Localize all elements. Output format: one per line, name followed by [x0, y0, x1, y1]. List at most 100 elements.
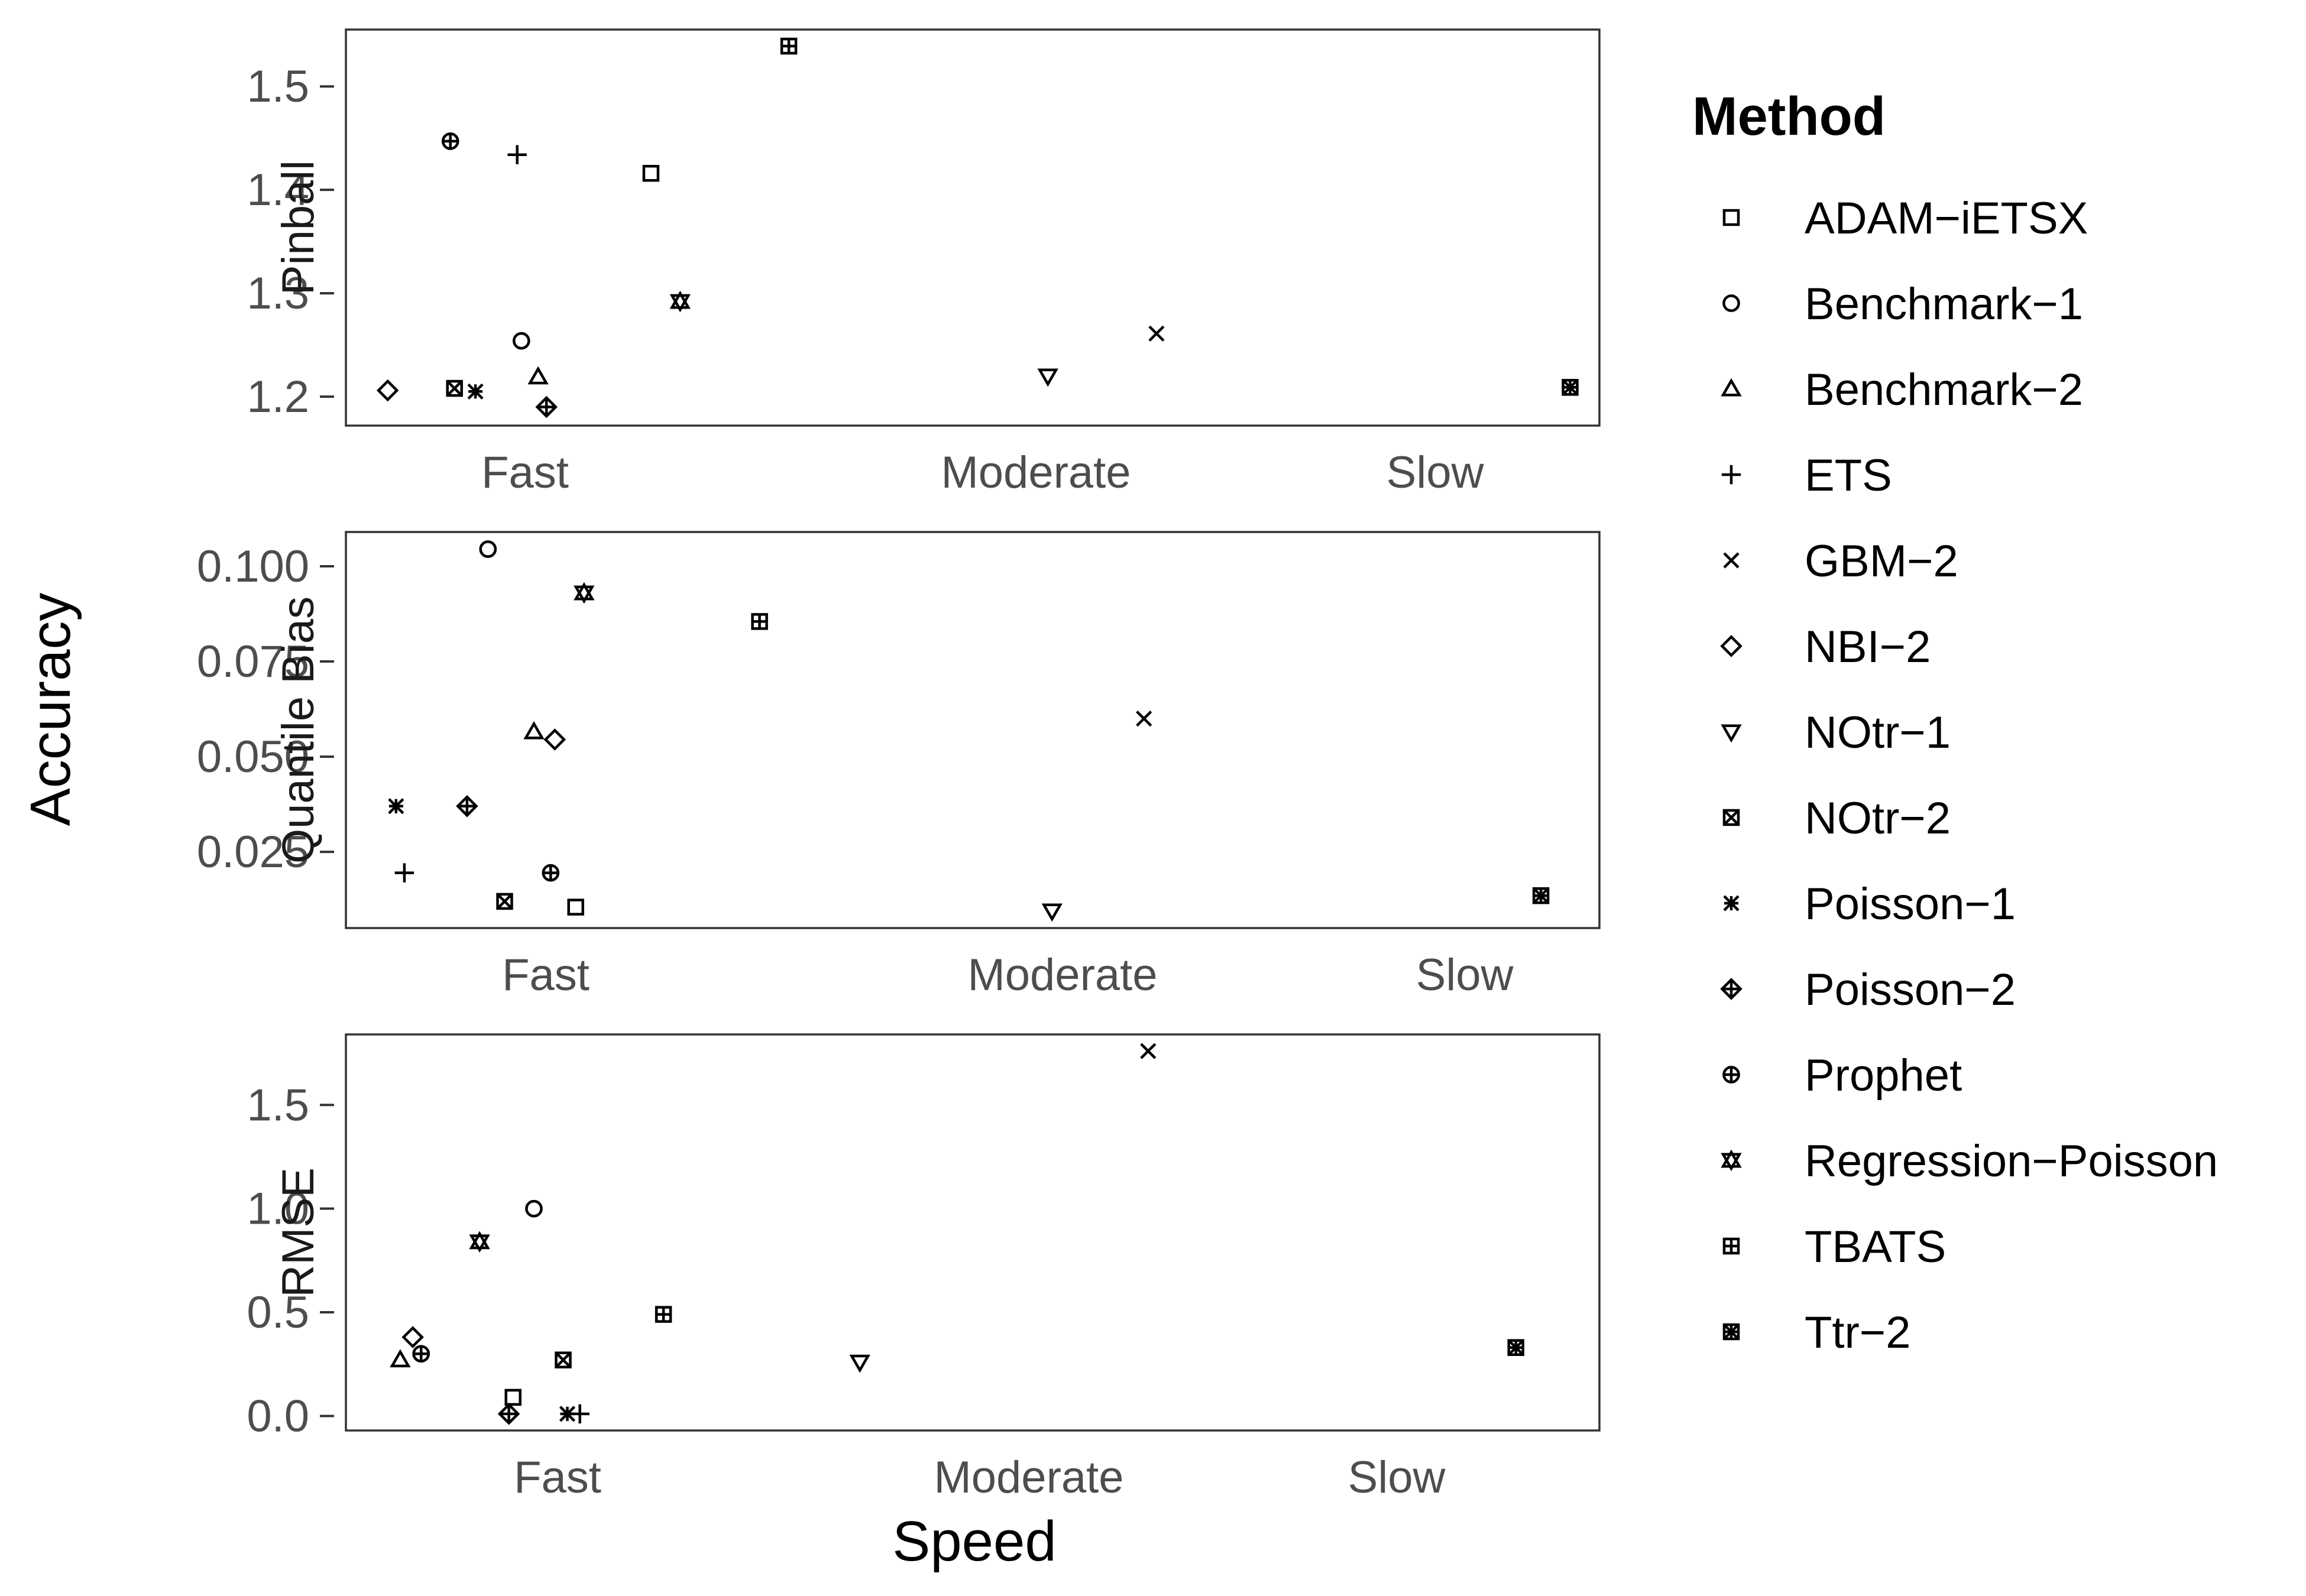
legend-label: Benchmark−2 [1805, 365, 2083, 415]
legend-entry-tbats: TBATS [1722, 1222, 1946, 1272]
legend-key-adam-ietsx [1722, 209, 1740, 226]
legend-label: Poisson−2 [1805, 965, 2016, 1015]
x-category-label: Fast [502, 950, 590, 1000]
point-adam-ietsx [642, 164, 660, 182]
point-gbm-2 [1136, 711, 1152, 727]
point-tbats [780, 37, 798, 55]
legend-key-regression-poisson [1721, 1149, 1742, 1172]
x-category-label: Moderate [967, 950, 1157, 1000]
point-ttr-2 [1532, 887, 1550, 904]
point-ets [507, 145, 527, 164]
point-benchmark-1 [525, 1199, 543, 1218]
point-notr-1 [849, 1354, 870, 1373]
panel-label: RMSE [273, 1167, 323, 1297]
legend-label: Poisson−1 [1805, 879, 2016, 929]
legend-entry-ets: ETS [1721, 450, 1892, 501]
legend-key-benchmark-2 [1721, 378, 1742, 397]
legend-label: GBM−2 [1805, 536, 1958, 586]
legend-entry-benchmark-1: Benchmark−1 [1722, 279, 2083, 329]
legend-label: Benchmark−1 [1805, 279, 2083, 329]
point-notr-2 [555, 1351, 572, 1368]
point-poisson-2 [535, 395, 558, 419]
legend-entry-ttr-2: Ttr−2 [1722, 1308, 1911, 1358]
y-tick-label: 1.0 [247, 1184, 309, 1234]
y-tick-label: 1.2 [247, 372, 309, 422]
y-tick-label: 1.3 [247, 268, 309, 319]
point-adam-ietsx [504, 1389, 522, 1406]
point-benchmark-1 [512, 332, 530, 350]
x-category-label: Slow [1348, 1452, 1446, 1503]
y-tick-label: 0.075 [197, 637, 309, 687]
y-tick-label: 0.100 [197, 541, 309, 592]
legend-entry-regression-poisson: Regression−Poisson [1721, 1136, 2218, 1186]
point-tbats [655, 1306, 672, 1323]
x-category-label: Moderate [941, 447, 1131, 498]
legend-entry-prophet: Prophet [1722, 1050, 1962, 1101]
point-prophet [412, 1345, 430, 1363]
point-prophet [542, 864, 560, 882]
legend-label: Regression−Poisson [1805, 1136, 2218, 1186]
y-tick-label: 1.5 [247, 1080, 309, 1130]
legend-key-nbi-2 [1720, 635, 1743, 657]
y-tick-label: 1.4 [247, 165, 309, 215]
point-nbi-2 [401, 1326, 424, 1348]
point-benchmark-2 [390, 1349, 411, 1368]
legend-key-benchmark-1 [1722, 294, 1740, 312]
y-tick-label: 0.5 [247, 1287, 309, 1338]
point-notr-1 [1037, 368, 1058, 387]
y-tick-label: 0.025 [197, 827, 309, 877]
point-ets [394, 863, 414, 883]
x-axis-title: Speed [892, 1510, 1057, 1573]
point-poisson-2 [497, 1403, 520, 1425]
legend-key-notr-1 [1721, 724, 1742, 743]
legend-key-gbm-2 [1723, 552, 1740, 569]
y-axis-title: Accuracy [19, 593, 82, 826]
panel-frame-pinball [345, 28, 1601, 427]
point-benchmark-2 [527, 366, 549, 385]
point-poisson-1 [559, 1406, 576, 1422]
point-notr-1 [1041, 903, 1063, 922]
point-poisson-2 [456, 795, 478, 818]
legend-entry-benchmark-2: Benchmark−2 [1721, 365, 2083, 415]
point-regression-poisson [469, 1231, 490, 1253]
point-tbats [751, 613, 768, 630]
legend-label: ADAM−iETSX [1805, 193, 2088, 244]
point-gbm-2 [1148, 325, 1165, 342]
point-poisson-1 [467, 383, 484, 400]
panel-rmse: 0.0 0.5 1.0 1.5 Fast Moderate Slow RMSE [247, 1033, 1601, 1503]
point-benchmark-2 [523, 721, 545, 739]
panel-label: Quantile Bias [273, 596, 323, 864]
panel-frame-rmse [345, 1033, 1601, 1432]
point-ttr-2 [1562, 379, 1579, 396]
panel-label: Pinball [273, 160, 323, 295]
point-gbm-2 [1140, 1043, 1157, 1059]
legend-label: ETS [1805, 450, 1892, 501]
x-category-label: Moderate [934, 1452, 1123, 1503]
legend-entry-notr-1: NOtr−1 [1721, 708, 1951, 758]
point-benchmark-1 [479, 540, 497, 558]
legend-key-poisson-2 [1720, 978, 1743, 1000]
x-category-label: Slow [1416, 950, 1514, 1000]
x-category-label: Slow [1387, 447, 1485, 498]
legend-key-ttr-2 [1722, 1323, 1740, 1341]
point-notr-2 [446, 379, 463, 397]
point-regression-poisson [574, 582, 595, 604]
legend: Method ADAM−iETSX Benchmark−1 Benchmark−2 E… [1692, 86, 2218, 1358]
x-category-label: Fast [514, 1452, 601, 1503]
legend-label: NOtr−1 [1805, 708, 1951, 758]
point-ttr-2 [1507, 1339, 1524, 1356]
y-tick-label: 0.0 [247, 1391, 309, 1441]
point-nbi-2 [376, 379, 399, 402]
legend-entry-notr-2: NOtr−2 [1722, 793, 1951, 844]
legend-title: Method [1692, 86, 1886, 147]
y-tick-label: 0.050 [197, 732, 309, 782]
legend-entry-nbi-2: NBI−2 [1720, 622, 1931, 672]
legend-key-tbats [1722, 1237, 1740, 1255]
point-notr-2 [496, 893, 513, 910]
panel-frame-quantile-bias [345, 531, 1601, 929]
x-category-label: Fast [481, 447, 569, 498]
legend-entry-poisson-2: Poisson−2 [1720, 965, 2016, 1015]
legend-label: NOtr−2 [1805, 793, 1951, 844]
point-regression-poisson [669, 290, 691, 313]
